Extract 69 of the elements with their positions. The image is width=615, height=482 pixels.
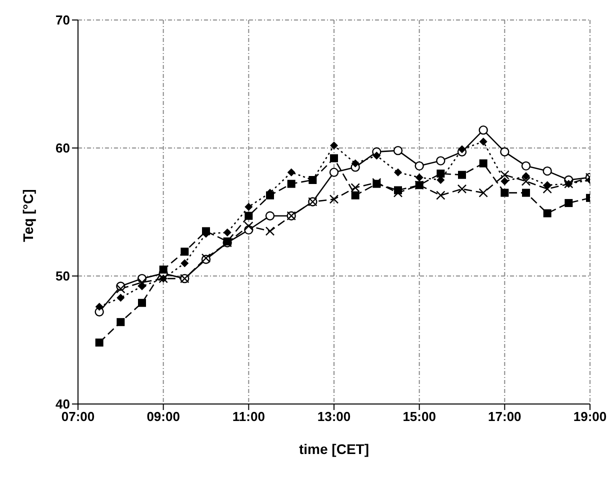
y-tick-label: 60 [56, 140, 70, 156]
point [95, 302, 104, 311]
point [542, 184, 552, 194]
point [329, 168, 339, 177]
point [458, 170, 466, 179]
point [436, 170, 445, 178]
point [394, 168, 402, 176]
point [330, 141, 338, 150]
point [159, 266, 168, 274]
point [436, 190, 446, 200]
point [478, 125, 488, 135]
point [522, 172, 530, 180]
point [180, 259, 189, 268]
point [137, 278, 147, 287]
point [287, 168, 296, 176]
point [500, 147, 510, 156]
point [116, 284, 126, 294]
point [521, 161, 531, 171]
point [265, 226, 275, 236]
point [457, 184, 467, 194]
point [521, 176, 531, 186]
point [478, 188, 488, 198]
point [414, 161, 424, 171]
point [350, 183, 360, 192]
point [393, 188, 403, 198]
point [329, 194, 339, 204]
point [244, 221, 254, 231]
point [479, 159, 488, 168]
point [202, 227, 210, 236]
point [522, 188, 530, 197]
point [265, 211, 275, 220]
point [543, 209, 552, 218]
point [287, 180, 296, 188]
point [500, 170, 510, 180]
point [564, 199, 573, 208]
point [266, 191, 274, 200]
point [138, 298, 146, 307]
point [500, 177, 509, 186]
point [116, 318, 125, 326]
y-tick-label: 70 [56, 12, 70, 28]
point [351, 159, 360, 168]
point [116, 294, 125, 302]
y-axis-title: Teq [°C] [20, 189, 36, 242]
x-tick-label: 07:00 [61, 409, 95, 424]
x-tick-label: 13:00 [317, 409, 351, 424]
x-tick-label: 11:00 [232, 409, 265, 424]
point [95, 338, 104, 347]
x-tick-label: 15:00 [402, 409, 436, 424]
y-tick-label: 50 [56, 268, 70, 284]
point [542, 166, 552, 176]
point [500, 188, 509, 197]
point [415, 173, 424, 182]
x-tick-label: 09:00 [146, 409, 180, 424]
point [330, 154, 338, 162]
point [180, 248, 189, 256]
x-tick-label: 17:00 [488, 409, 522, 424]
point [244, 202, 253, 211]
point [393, 146, 403, 156]
point [458, 145, 466, 154]
point [308, 176, 317, 184]
point [436, 156, 446, 166]
x-axis-title: time [CET] [299, 441, 369, 457]
point [372, 152, 381, 160]
y-tick-label: 40 [56, 396, 70, 412]
point [479, 138, 488, 146]
point [244, 212, 253, 220]
point [223, 228, 232, 236]
point [351, 191, 360, 200]
x-tick-label: 19:00 [573, 409, 607, 424]
